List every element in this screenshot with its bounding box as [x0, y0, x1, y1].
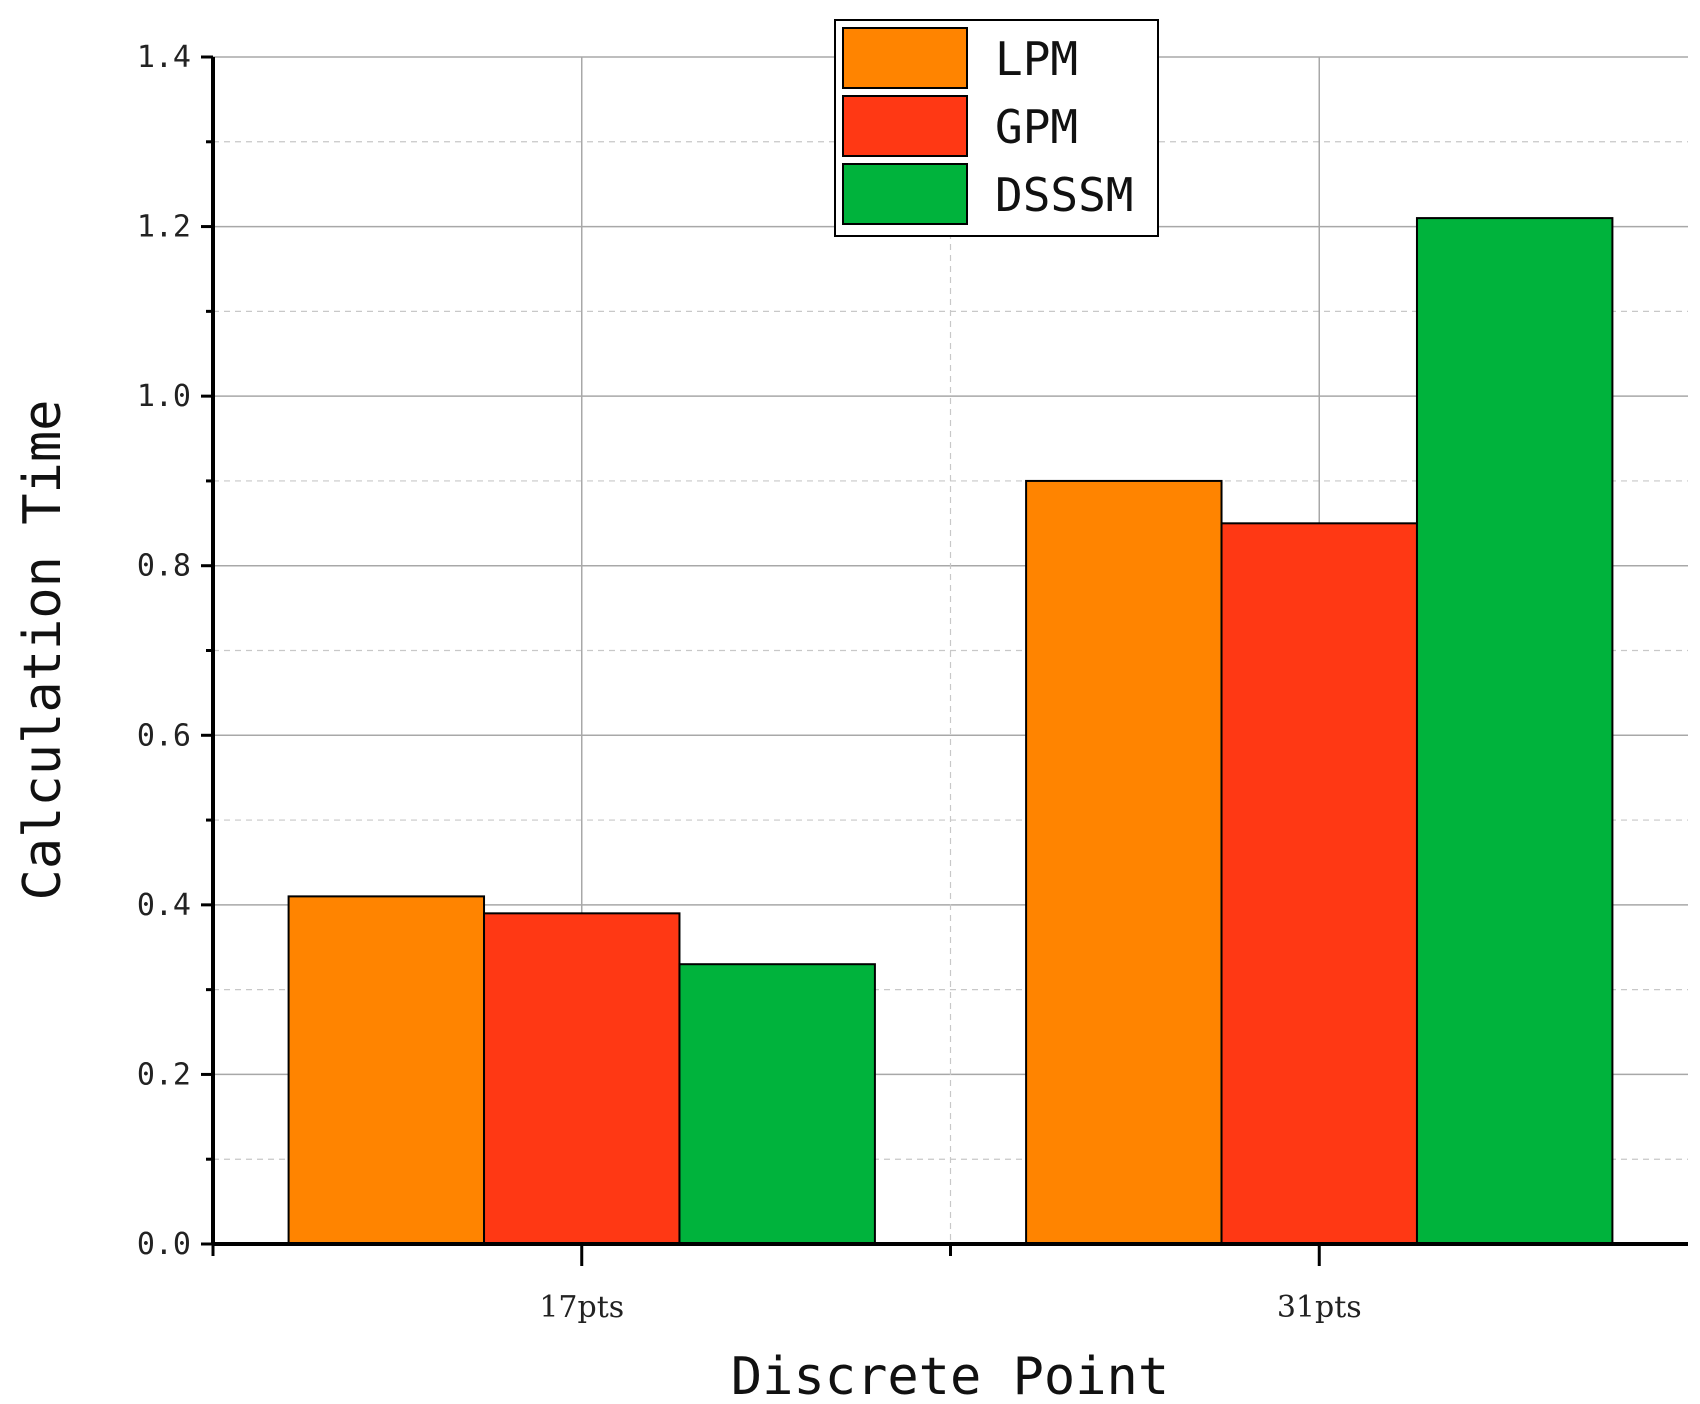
y-tick-label: 0.6 — [137, 718, 191, 753]
legend-label-dsssm: DSSSM — [995, 168, 1133, 222]
y-axis-title: Calculation Time — [13, 400, 73, 901]
y-tick-label: 0.8 — [137, 549, 191, 584]
legend-swatch-gpm — [842, 95, 968, 157]
y-tick-label: 0.4 — [137, 888, 191, 923]
bar-dsssm-17pts — [678, 963, 876, 1245]
legend-label-lpm: LPM — [995, 32, 1078, 86]
x-tick-label: 31pts — [1277, 1290, 1362, 1325]
y-ticks: 0.0 0.2 0.4 0.6 0.8 1.0 1.2 1.4 — [137, 40, 213, 1262]
bar-lpm-17pts — [287, 895, 486, 1246]
y-tick-label: 0.0 — [137, 1227, 191, 1262]
bar-gpm-31pts — [1220, 522, 1418, 1245]
x-ticks: 17pts 31pts — [211, 1244, 1362, 1325]
bar-dsssm-31pts — [1415, 217, 1614, 1245]
x-tick-label: 17pts — [539, 1290, 624, 1325]
y-tick-label: 0.2 — [137, 1057, 191, 1092]
bars — [287, 217, 1614, 1246]
bar-gpm-17pts — [483, 912, 681, 1245]
legend: LPM GPM DSSSM — [834, 19, 1159, 237]
y-tick-label: 1.2 — [137, 210, 191, 245]
bar-lpm-31pts — [1025, 479, 1223, 1245]
x-axis-title: Discrete Point — [731, 1347, 1169, 1404]
y-tick-label: 1.4 — [137, 40, 191, 75]
legend-swatch-dsssm — [842, 163, 968, 225]
legend-label-gpm: GPM — [995, 100, 1078, 154]
legend-swatch-lpm — [842, 27, 968, 89]
y-tick-label: 1.0 — [137, 379, 191, 414]
